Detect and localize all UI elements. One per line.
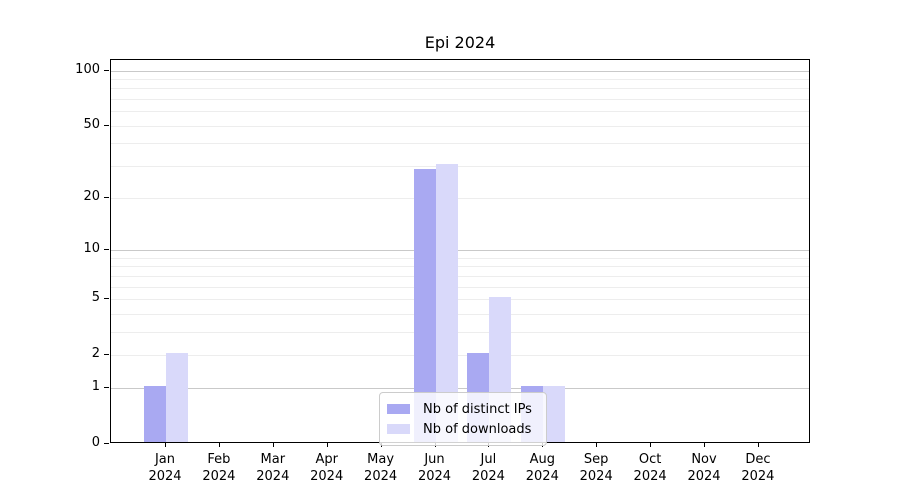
y-tick-label-20: 20 — [83, 189, 100, 204]
y-tick-label-10: 10 — [83, 241, 100, 256]
y-tick-label-2: 2 — [91, 346, 100, 361]
y-tick-mark-2 — [104, 354, 109, 355]
gridline-90 — [111, 79, 809, 80]
gridline-60 — [111, 111, 809, 112]
y-tick-mark-1 — [104, 387, 109, 388]
gridline-6 — [111, 287, 809, 288]
x-tick-label-oct: Oct 2024 — [633, 452, 667, 484]
gridline-20 — [111, 198, 809, 199]
x-tick-label-may: May 2024 — [364, 452, 398, 484]
x-tick-label-jan: Jan 2024 — [148, 452, 182, 484]
legend-entry-distinct-ips: Nb of distinct IPs — [387, 399, 538, 419]
gridline-4 — [111, 314, 809, 315]
gridline-80 — [111, 88, 809, 89]
gridline-50 — [111, 126, 809, 127]
x-tick-label-sep: Sep 2024 — [579, 452, 613, 484]
chart-title: Epi 2024 — [424, 33, 496, 52]
x-tick-mark-sep — [596, 443, 598, 447]
gridline-major-1 — [111, 388, 809, 389]
gridline-9 — [111, 258, 809, 259]
gridline-7 — [111, 276, 809, 277]
x-tick-mark-apr — [326, 443, 328, 447]
gridline-major-100 — [111, 71, 809, 72]
y-tick-label-5: 5 — [91, 290, 100, 305]
gridline-30 — [111, 166, 809, 167]
gridline-70 — [111, 99, 809, 100]
x-tick-label-jul: Jul 2024 — [471, 452, 505, 484]
legend-label-downloads: Nb of downloads — [423, 421, 532, 437]
bar-aug-downloads — [543, 386, 566, 442]
legend-swatch-distinct-ips — [387, 404, 410, 414]
gridline-3 — [111, 332, 809, 333]
gridline-8 — [111, 266, 809, 267]
y-tick-label-100: 100 — [75, 62, 100, 77]
bar-jan-downloads — [166, 353, 188, 442]
x-tick-label-mar: Mar 2024 — [256, 452, 290, 484]
y-tick-mark-100 — [104, 70, 109, 71]
x-tick-mark-mar — [272, 443, 274, 447]
legend: Nb of distinct IPs Nb of downloads — [379, 392, 547, 446]
y-tick-label-1: 1 — [91, 379, 100, 394]
legend-label-distinct-ips: Nb of distinct IPs — [423, 401, 532, 417]
x-tick-mark-feb — [218, 443, 220, 447]
gridline-40 — [111, 143, 809, 144]
bar-jun-downloads — [435, 164, 458, 442]
gridline-2 — [111, 355, 809, 356]
y-tick-mark-50 — [104, 125, 109, 126]
bar-jan-distinct-ips — [144, 386, 166, 442]
legend-entry-downloads: Nb of downloads — [387, 419, 538, 439]
x-tick-label-feb: Feb 2024 — [202, 452, 236, 484]
plot-area — [110, 59, 810, 443]
x-tick-mark-oct — [650, 443, 652, 447]
x-tick-label-apr: Apr 2024 — [310, 452, 344, 484]
bar-jun-distinct-ips — [413, 169, 436, 442]
x-tick-label-jun: Jun 2024 — [417, 452, 452, 484]
legend-swatch-downloads — [387, 424, 410, 434]
x-tick-mark-nov — [704, 443, 705, 447]
gridline-major-10 — [111, 250, 809, 251]
y-tick-mark-5 — [104, 298, 109, 299]
y-tick-mark-0 — [104, 443, 109, 444]
x-tick-label-dec: Dec 2024 — [741, 452, 775, 484]
x-tick-mark-dec — [757, 443, 759, 447]
x-tick-label-nov: Nov 2024 — [687, 452, 721, 484]
y-tick-mark-20 — [104, 197, 109, 198]
y-tick-label-0: 0 — [91, 435, 100, 450]
y-tick-label-50: 50 — [83, 117, 100, 132]
x-tick-mark-jan — [165, 443, 166, 447]
x-tick-label-aug: Aug 2024 — [525, 452, 559, 484]
gridline-5 — [111, 299, 809, 300]
y-tick-mark-10 — [104, 249, 109, 250]
